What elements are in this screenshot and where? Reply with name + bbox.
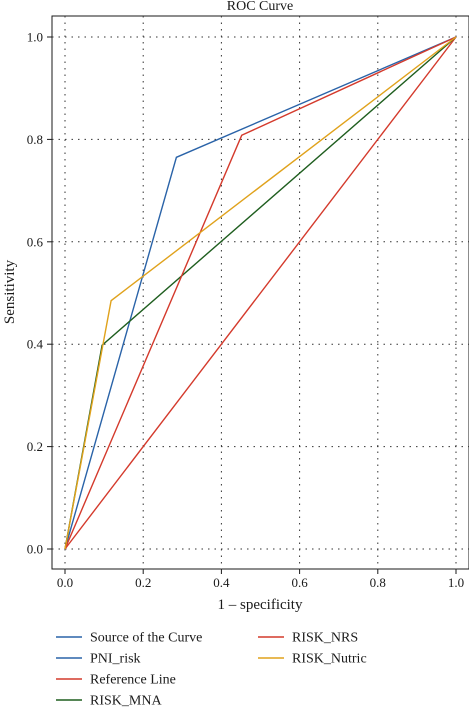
y-tick-label: 0.8 — [27, 132, 43, 147]
x-tick-label: 0.0 — [57, 575, 73, 590]
legend-item-label: PNI_risk — [90, 652, 141, 667]
legend-item-label: RISK_NRS — [292, 631, 358, 646]
y-tick-label: 0.2 — [27, 439, 43, 454]
legend: Source of the Curve PNI_risk Reference Lin… — [56, 631, 367, 708]
axis-ticks: 0.0 0.2 0.4 0.6 0.8 1.0 0.0 0.2 0.4 0.6 0.8 1.0 — [27, 30, 464, 591]
chart-title: ROC Curve — [227, 0, 294, 14]
series-line-reference-line — [64, 36, 457, 550]
x-axis-label: 1 – specificity — [218, 597, 303, 613]
y-tick-label: 0.6 — [27, 234, 44, 249]
series-lines — [64, 36, 457, 550]
y-tick-label: 0.4 — [27, 337, 44, 352]
legend-item-label: Reference Line — [90, 673, 176, 688]
y-tick-label: 1.0 — [27, 30, 43, 45]
legend-title-label: Source of the Curve — [90, 631, 202, 646]
x-tick-label: 0.2 — [135, 575, 151, 590]
y-tick-label: 0.0 — [27, 542, 43, 557]
series-line-risk-nutric — [64, 36, 457, 550]
x-tick-label: 0.4 — [213, 575, 230, 590]
x-tick-label: 1.0 — [448, 575, 464, 590]
series-line-risk-nrs — [64, 36, 457, 550]
legend-item-label: RISK_MNA — [90, 694, 162, 708]
legend-item-label: RISK_Nutric — [292, 652, 367, 667]
x-tick-label: 0.6 — [291, 575, 308, 590]
series-line-pni-risk — [64, 36, 457, 550]
x-tick-label: 0.8 — [370, 575, 386, 590]
plot-frame — [51, 15, 469, 570]
y-axis-label: Sensitivity — [2, 259, 18, 324]
